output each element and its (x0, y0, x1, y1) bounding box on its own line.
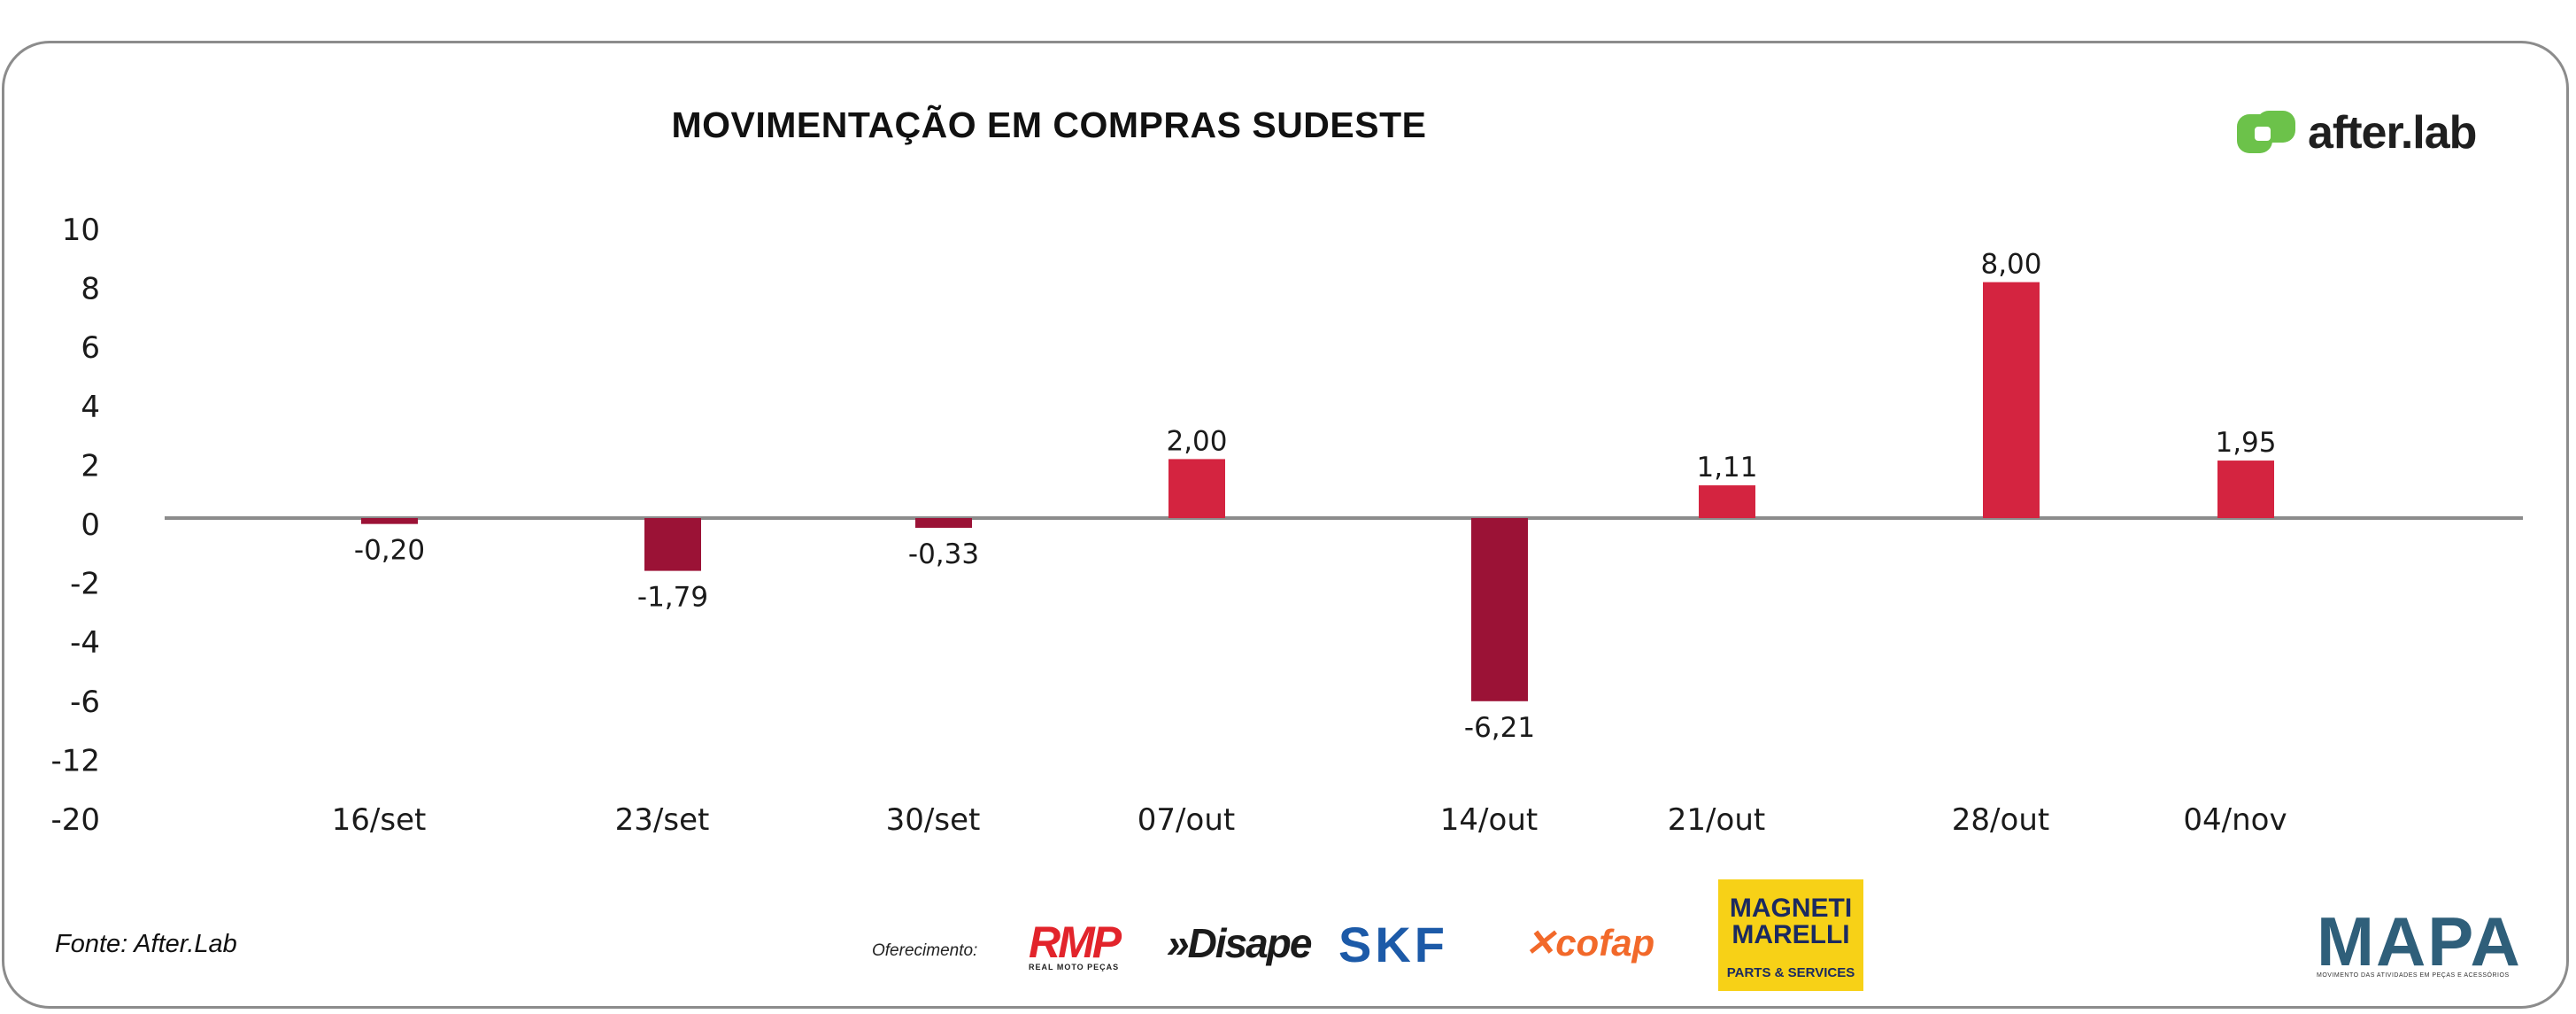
rmp-logo-subtext: REAL MOTO PEÇAS (1029, 963, 1120, 971)
data-label: -1,79 (637, 582, 708, 614)
mapa-wordmark: MAPA (2317, 902, 2522, 980)
bar-28-out (1983, 282, 2040, 518)
x-tick-label: 23/set (615, 802, 710, 838)
bar-07-out (1168, 459, 1225, 518)
magneti-marelli-name: MAGNETI MARELLI (1729, 894, 1853, 949)
y-tick-label: -6 (70, 685, 100, 720)
data-label: 1,11 (1696, 452, 1757, 484)
data-label: -0,33 (908, 538, 979, 570)
data-label: 2,00 (1166, 425, 1227, 457)
y-tick-label: 10 (62, 213, 100, 248)
disape-logo: »Disape (1167, 920, 1312, 966)
bars (361, 282, 2274, 701)
chart-card (2, 41, 2569, 1009)
after-lab-mark-icon (2237, 111, 2295, 153)
y-tick-label: -20 (50, 802, 100, 838)
mapa-logo: MAPA MOVIMENTO DAS ATIVIDADES EM PEÇAS E… (2317, 902, 2522, 980)
x-tick-label: 21/out (1668, 802, 1765, 838)
x-axis-labels: 16/set 23/set 30/set 07/out 14/out 21/out 28/o… (332, 802, 2287, 838)
rmp-logo: RMP REAL MOTO PEÇAS (1029, 917, 1122, 971)
x-tick-label: 28/out (1952, 802, 2049, 838)
y-tick-label: 0 (81, 507, 100, 543)
magneti-marelli-tagline: PARTS & SERVICES (1726, 965, 1855, 980)
data-label: -6,21 (1464, 712, 1535, 744)
magneti-marelli-logo: MAGNETI MARELLI PARTS & SERVICES (1718, 879, 1863, 991)
x-tick-label: 04/nov (2183, 802, 2287, 838)
y-axis-ticks: 10 8 6 4 2 0 -2 -4 -6 -12 -20 (50, 213, 100, 838)
after-lab-logo: after.lab (2235, 106, 2477, 159)
mapa-tagline: MOVIMENTO DAS ATIVIDADES EM PEÇAS E ACES… (2317, 972, 2510, 979)
bar-16-set (361, 518, 418, 524)
y-tick-label: 4 (81, 390, 100, 425)
rmp-logo-text: RMP (1029, 917, 1122, 967)
y-tick-label: -4 (70, 625, 100, 661)
bar-23-set (644, 518, 701, 571)
skf-logo: SKF (1338, 917, 1448, 972)
y-tick-label: 8 (81, 272, 100, 307)
y-tick-label: 6 (81, 330, 100, 366)
data-label: 8,00 (1980, 249, 2041, 281)
data-labels: -0,20 -1,79 -0,33 2,00 -6,21 1,11 8,00 1,95 (354, 249, 2277, 744)
bar-30-set (915, 518, 972, 528)
bar-21-out (1699, 485, 1755, 518)
x-tick-label: 07/out (1138, 802, 1235, 838)
bar-04-nov (2217, 461, 2274, 518)
chart-title: MOVIMENTAÇÃO EM COMPRAS SUDESTE (671, 104, 1427, 145)
y-tick-label: -2 (70, 567, 100, 602)
cofap-logo: ✕cofap (1524, 921, 1654, 964)
sponsor-label: Oferecimento: (872, 941, 978, 960)
source-note: Fonte: After.Lab (55, 930, 237, 958)
x-tick-label: 16/set (332, 802, 427, 838)
bar-14-out (1471, 518, 1528, 701)
after-lab-wordmark: after.lab (2308, 107, 2477, 159)
y-tick-label: 2 (81, 448, 100, 484)
x-tick-label: 30/set (886, 802, 981, 838)
cofap-x-icon: ✕ (1524, 922, 1556, 964)
cofap-logo-text: cofap (1555, 922, 1655, 964)
data-label: 1,95 (2215, 427, 2276, 459)
x-tick-label: 14/out (1440, 802, 1538, 838)
data-label: -0,20 (354, 535, 425, 567)
y-tick-label: -12 (50, 743, 100, 778)
